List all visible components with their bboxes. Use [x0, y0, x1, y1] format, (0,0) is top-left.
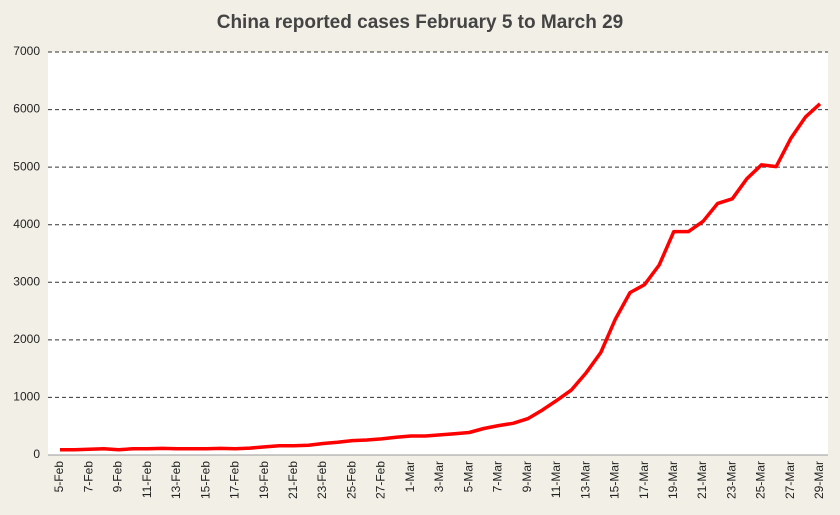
x-tick-label: 17-Feb	[228, 461, 242, 499]
y-tick-label: 5000	[13, 159, 40, 173]
y-tick-label: 4000	[13, 217, 40, 231]
x-tick-label: 25-Mar	[754, 461, 768, 499]
x-tick-label: 23-Mar	[724, 461, 738, 499]
x-tick-label: 13-Feb	[169, 461, 183, 499]
x-tick-label: 21-Feb	[286, 461, 300, 499]
x-tick-label: 9-Feb	[111, 461, 125, 493]
x-tick-label: 3-Mar	[432, 461, 446, 492]
x-tick-label: 29-Mar	[812, 461, 826, 499]
x-tick-label: 15-Mar	[608, 461, 622, 499]
x-tick-label: 27-Mar	[783, 461, 797, 499]
y-tick-label: 6000	[13, 102, 40, 116]
x-tick-label: 25-Feb	[344, 461, 358, 499]
y-tick-label: 3000	[13, 274, 40, 288]
y-tick-label: 2000	[13, 332, 40, 346]
chart-title: China reported cases February 5 to March…	[217, 12, 624, 33]
x-tick-label: 27-Feb	[374, 461, 388, 499]
x-tick-label: 19-Mar	[666, 461, 680, 499]
x-tick-label: 7-Feb	[81, 461, 95, 493]
x-tick-label: 19-Feb	[257, 461, 271, 499]
plot-area	[48, 52, 828, 455]
x-tick-label: 21-Mar	[695, 461, 709, 499]
x-tick-label: 11-Feb	[140, 461, 154, 498]
data-line	[60, 102, 822, 452]
x-tick-label: 13-Mar	[578, 461, 592, 499]
x-tick-label: 5-Feb	[52, 461, 66, 493]
x-tick-label: 17-Mar	[637, 461, 651, 499]
y-tick-label: 7000	[13, 44, 40, 58]
x-tick-label: 7-Mar	[491, 461, 505, 492]
y-tick-label: 1000	[13, 390, 40, 404]
x-tick-label: 1-Mar	[403, 461, 417, 492]
x-tick-label: 5-Mar	[461, 461, 475, 492]
y-tick-label: 0	[33, 447, 40, 461]
x-tick-label: 15-Feb	[198, 461, 212, 499]
x-tick-label: 23-Feb	[315, 461, 329, 499]
x-tick-label: 11-Mar	[549, 461, 563, 498]
x-tick-label: 9-Mar	[520, 461, 534, 492]
